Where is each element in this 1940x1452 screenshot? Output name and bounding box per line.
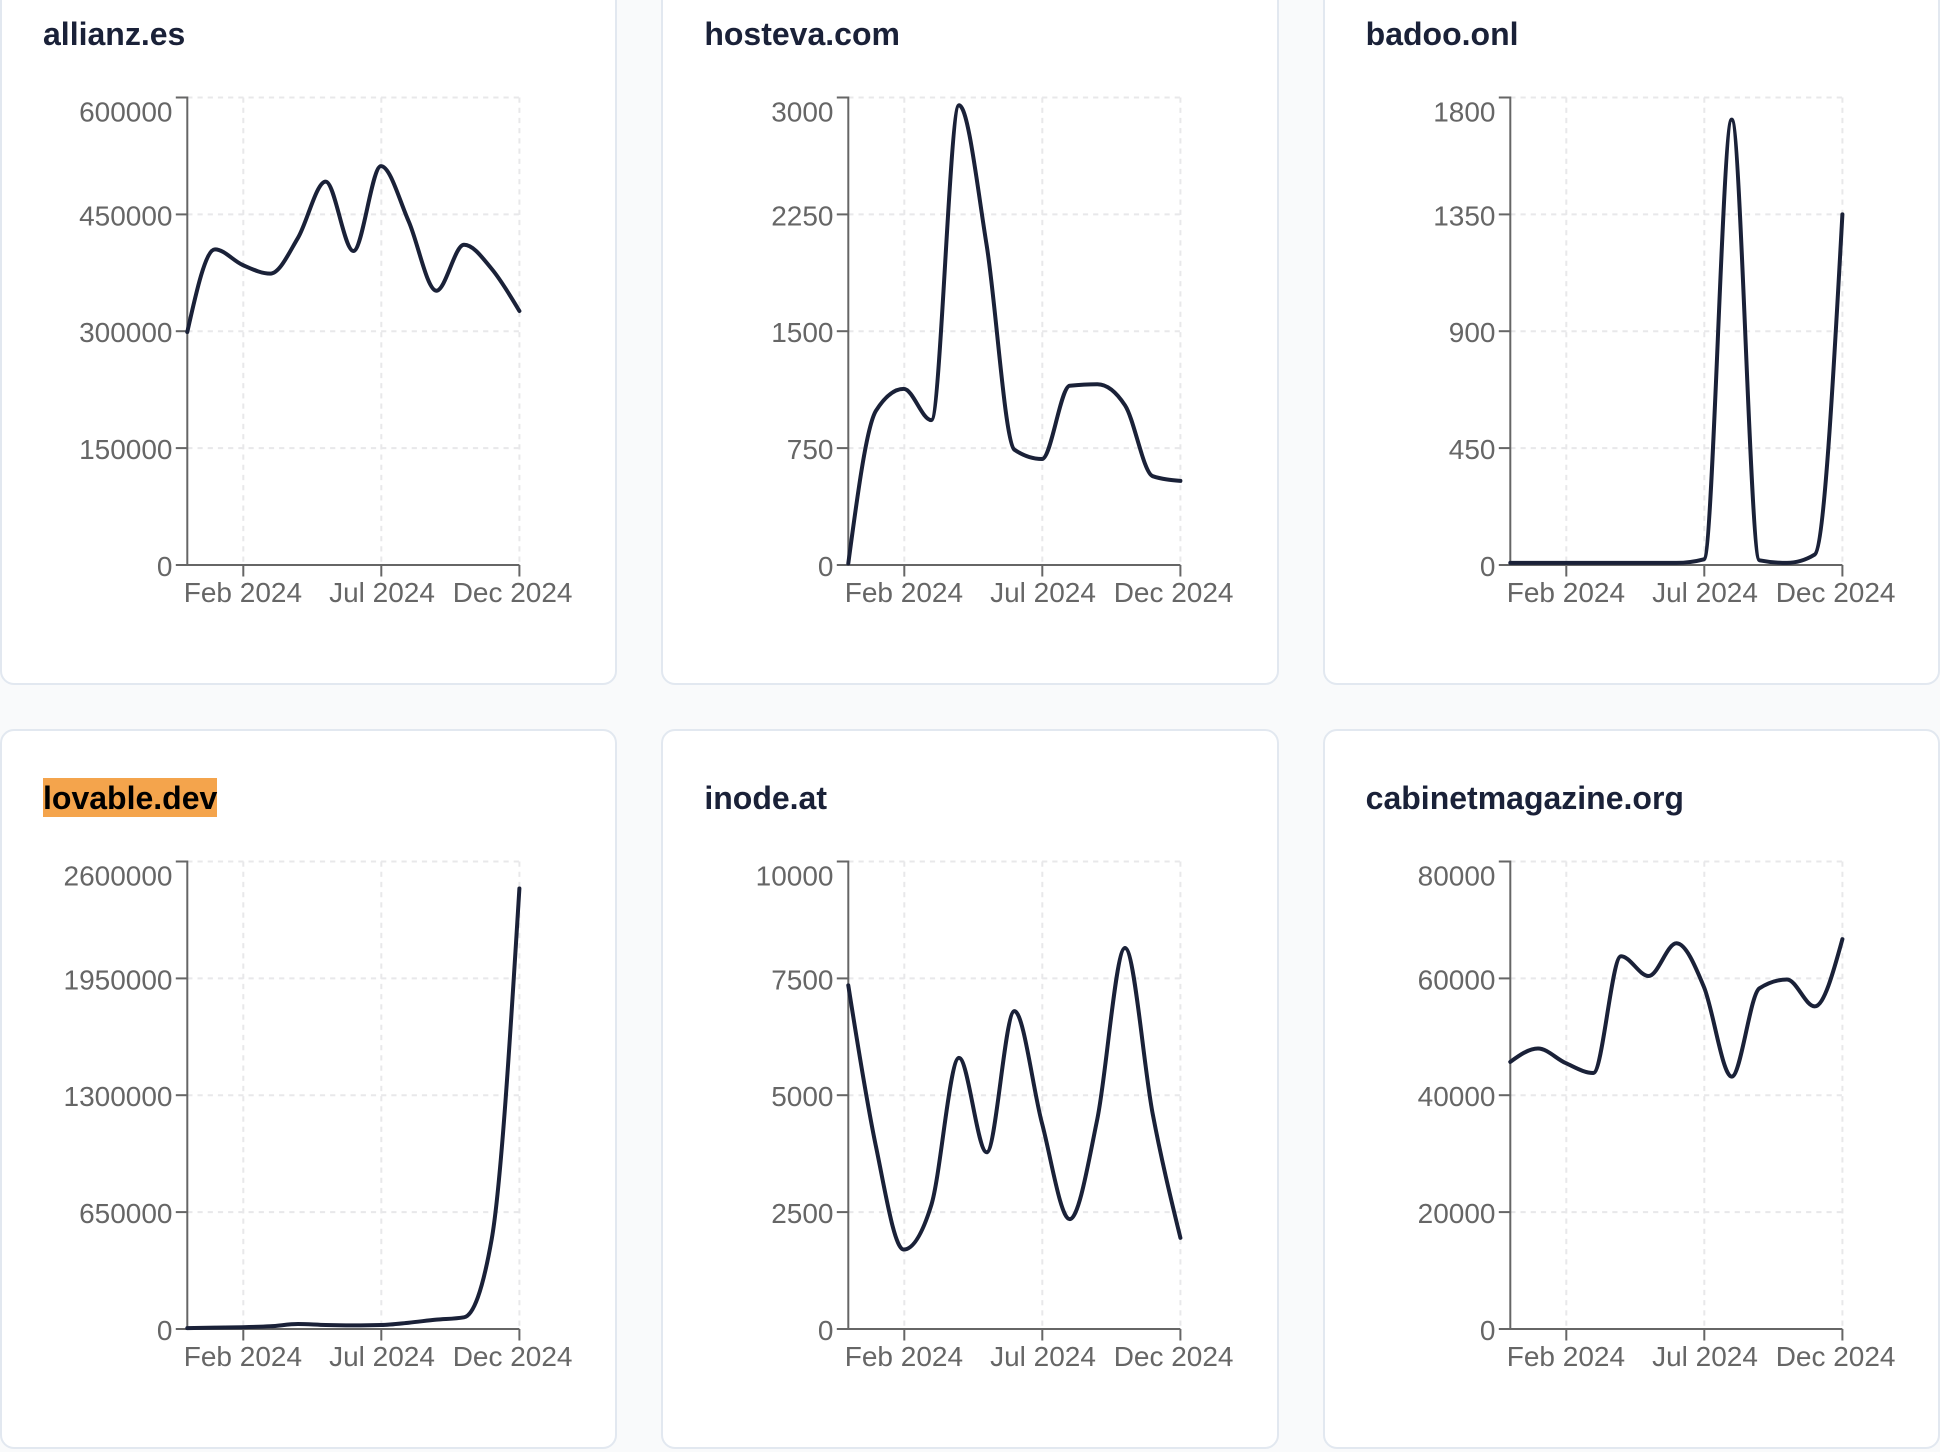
svg-text:Jul 2024: Jul 2024: [990, 577, 1096, 608]
svg-text:Jul 2024: Jul 2024: [329, 1341, 435, 1372]
svg-text:Feb 2024: Feb 2024: [1506, 577, 1624, 608]
svg-text:Dec 2024: Dec 2024: [1775, 577, 1895, 608]
svg-text:Feb 2024: Feb 2024: [184, 1341, 302, 1372]
svg-text:150000: 150000: [79, 434, 172, 465]
svg-text:0: 0: [157, 551, 173, 582]
svg-text:Dec 2024: Dec 2024: [1114, 577, 1234, 608]
svg-text:7500: 7500: [772, 964, 834, 995]
svg-text:450: 450: [1448, 434, 1495, 465]
svg-text:80000: 80000: [1417, 861, 1495, 892]
svg-text:Feb 2024: Feb 2024: [1506, 1341, 1624, 1372]
svg-text:Feb 2024: Feb 2024: [845, 1341, 963, 1372]
svg-text:60000: 60000: [1417, 964, 1495, 995]
svg-text:2250: 2250: [772, 200, 834, 231]
svg-text:Dec 2024: Dec 2024: [1114, 1341, 1234, 1372]
svg-text:1800: 1800: [1433, 97, 1495, 128]
svg-text:Feb 2024: Feb 2024: [184, 577, 302, 608]
svg-text:0: 0: [818, 1315, 834, 1346]
svg-text:Dec 2024: Dec 2024: [453, 1341, 573, 1372]
svg-text:0: 0: [1480, 551, 1496, 582]
svg-text:600000: 600000: [79, 97, 172, 128]
svg-text:2600000: 2600000: [64, 861, 173, 892]
svg-text:40000: 40000: [1417, 1081, 1495, 1112]
svg-text:Jul 2024: Jul 2024: [1652, 1341, 1758, 1372]
svg-text:0: 0: [1480, 1315, 1496, 1346]
svg-text:Jul 2024: Jul 2024: [329, 577, 435, 608]
svg-text:20000: 20000: [1417, 1198, 1495, 1229]
svg-text:450000: 450000: [79, 200, 172, 231]
svg-text:1300000: 1300000: [64, 1081, 173, 1112]
svg-text:Dec 2024: Dec 2024: [1775, 1341, 1895, 1372]
svg-text:10000: 10000: [756, 861, 834, 892]
svg-text:750: 750: [787, 434, 834, 465]
svg-text:0: 0: [818, 551, 834, 582]
svg-text:1350: 1350: [1433, 200, 1495, 231]
svg-text:Feb 2024: Feb 2024: [845, 577, 963, 608]
svg-text:5000: 5000: [772, 1081, 834, 1112]
svg-text:0: 0: [157, 1315, 173, 1346]
svg-text:3000: 3000: [772, 97, 834, 128]
svg-text:650000: 650000: [79, 1198, 172, 1229]
svg-text:300000: 300000: [79, 317, 172, 348]
svg-text:Dec 2024: Dec 2024: [453, 577, 573, 608]
svg-text:2500: 2500: [772, 1198, 834, 1229]
svg-text:1950000: 1950000: [64, 964, 173, 995]
svg-text:900: 900: [1448, 317, 1495, 348]
svg-text:1500: 1500: [772, 317, 834, 348]
svg-text:Jul 2024: Jul 2024: [1652, 577, 1758, 608]
svg-text:Jul 2024: Jul 2024: [990, 1341, 1096, 1372]
